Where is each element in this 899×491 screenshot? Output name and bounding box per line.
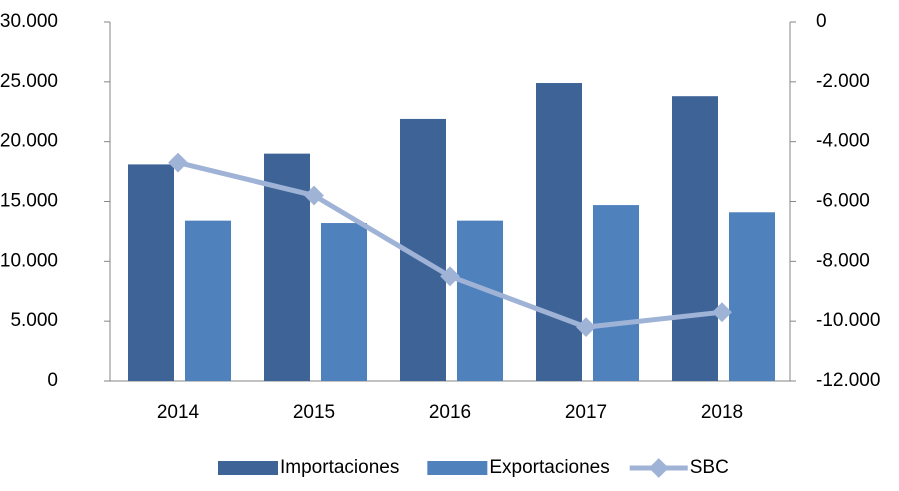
legend-swatch <box>427 461 488 475</box>
x-tick-label: 2018 <box>701 402 743 423</box>
x-tick-label: 2015 <box>293 402 335 423</box>
bar <box>185 220 231 381</box>
legend-marker <box>648 458 669 478</box>
y-tick-label: 20.000 <box>0 131 58 152</box>
bar <box>593 205 639 381</box>
legend-label: Exportaciones <box>489 457 609 478</box>
y-tick-label: 0 <box>47 370 58 391</box>
legend-swatch <box>218 461 278 475</box>
marker <box>440 266 460 287</box>
bar <box>457 220 503 381</box>
bar <box>321 223 367 381</box>
marker <box>168 152 188 173</box>
x-tick-label: 2017 <box>565 402 607 423</box>
bar <box>536 83 582 381</box>
legend-label: SBC <box>690 457 729 478</box>
marker <box>304 185 324 206</box>
y-tick-label: 25.000 <box>0 71 58 92</box>
x-tick-label: 2016 <box>429 402 471 423</box>
y2-tick-label: -2.000 <box>816 71 870 92</box>
y-tick-label: 15.000 <box>0 191 58 212</box>
y-tick-label: 30.000 <box>0 11 58 32</box>
y-tick-label: 5.000 <box>10 310 58 331</box>
legend-label: Importaciones <box>280 457 399 478</box>
x-tick-label: 2014 <box>157 402 200 423</box>
bar <box>672 96 718 382</box>
y2-tick-label: -12.000 <box>816 370 880 391</box>
y2-tick-label: -6.000 <box>816 191 870 212</box>
y2-tick-label: -10.000 <box>816 310 880 331</box>
bar <box>729 212 775 381</box>
y2-tick-label: 0 <box>816 11 827 32</box>
marker <box>712 302 732 323</box>
bar <box>128 164 174 381</box>
marker <box>576 317 596 338</box>
y2-tick-label: -4.000 <box>816 131 870 152</box>
y2-tick-label: -8.000 <box>816 250 870 271</box>
line <box>177 160 723 330</box>
y-tick-label: 10.000 <box>0 250 58 271</box>
